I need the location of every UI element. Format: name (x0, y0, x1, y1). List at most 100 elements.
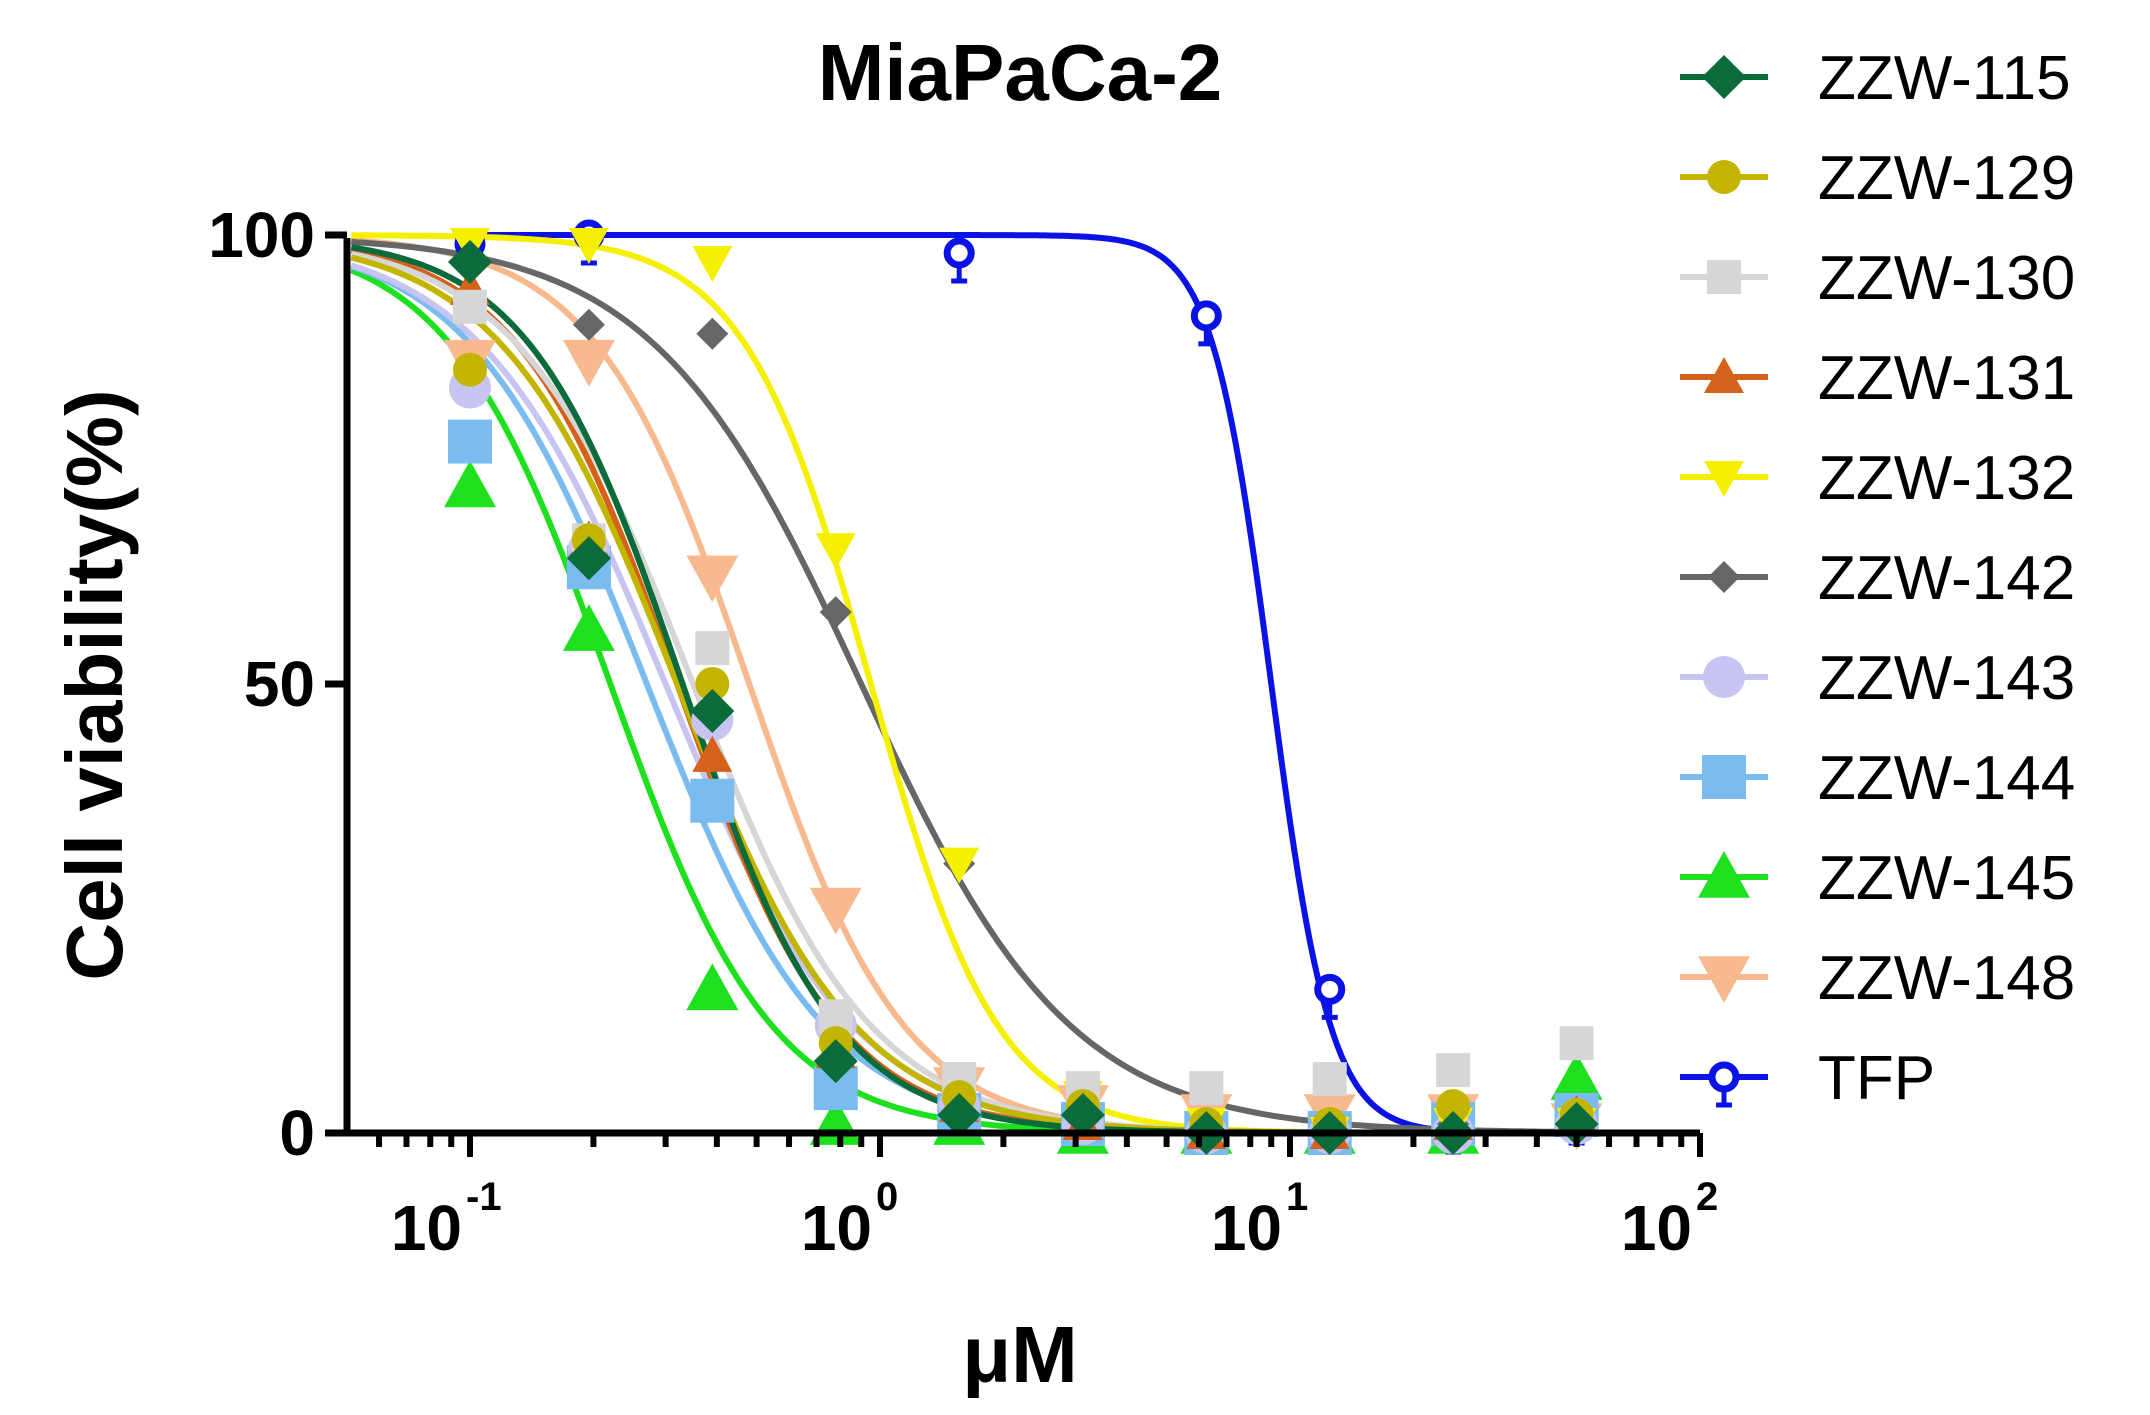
legend-item: ZZW-144 (1680, 744, 2075, 813)
x-tick-exponent: 2 (1696, 1175, 1718, 1219)
data-point-zzw-115 (690, 688, 735, 733)
x-tick-exponent: 0 (876, 1175, 898, 1219)
x-axis-label: μM (962, 1310, 1078, 1399)
y-axis-label: Cell viability(%) (50, 389, 139, 980)
y-tick-label: 0 (279, 1097, 315, 1169)
legend-label: TFP (1818, 1044, 1935, 1113)
data-point-zzw-115 (448, 239, 492, 284)
fit-curve-zzw-143 (350, 262, 1577, 1136)
legend-label: ZZW-144 (1818, 744, 2075, 813)
fit-curve-zzw-142 (351, 238, 1577, 1135)
data-point-zzw-145 (1550, 1053, 1603, 1100)
data-point-zzw-115 (937, 1093, 982, 1138)
data-point-tfp (1314, 973, 1346, 1020)
data-point-zzw-132 (568, 227, 609, 264)
data-point-zzw-148 (809, 887, 862, 935)
legend-item: TFP (1680, 1044, 1935, 1113)
data-point-zzw-130 (1312, 1062, 1347, 1097)
legend-marker (1703, 656, 1745, 698)
x-tick-exponent: -1 (466, 1175, 502, 1219)
data-point-zzw-145 (562, 604, 615, 651)
fit-curves (350, 232, 1577, 1136)
legend-label: ZZW-130 (1818, 244, 2075, 313)
data-point-zzw-132 (815, 533, 856, 570)
fit-curve-zzw-148 (351, 237, 1577, 1136)
fit-curve-zzw-129 (350, 254, 1577, 1136)
legend-label: ZZW-129 (1818, 144, 2075, 213)
data-points (444, 219, 1603, 1155)
data-point-zzw-132 (692, 245, 733, 282)
x-tick-label: 10 -1 (391, 1175, 502, 1264)
legend-marker (1708, 561, 1740, 593)
fit-curve-zzw-144 (350, 263, 1577, 1136)
legend-item: ZZW-145 (1680, 844, 2075, 913)
data-point-zzw-142 (819, 596, 852, 629)
y-ticks: 0 50 100 (208, 199, 347, 1169)
data-point-zzw-115 (1060, 1093, 1105, 1138)
data-point-zzw-130 (695, 631, 730, 666)
x-tick-label: 10 2 (1621, 1175, 1718, 1264)
legend-item: ZZW-148 (1680, 944, 2075, 1013)
x-tick-exponent: 1 (1286, 1175, 1308, 1219)
data-point-zzw-130 (1436, 1053, 1471, 1088)
y-tick-label: 100 (208, 199, 315, 271)
data-point-zzw-115 (566, 536, 611, 581)
legend-marker (1702, 755, 1746, 799)
data-point-tfp (943, 237, 975, 284)
x-tick-base: 10 (391, 1192, 462, 1264)
x-tick-base: 10 (1621, 1192, 1692, 1264)
data-point-tfp (1190, 300, 1222, 347)
data-point-zzw-142 (696, 317, 729, 350)
chart-title: MiaPaCa-2 (818, 28, 1223, 117)
data-point-zzw-142 (572, 308, 605, 341)
legend-marker (1698, 851, 1750, 898)
data-point-zzw-148 (686, 555, 739, 603)
legend-marker (1708, 1061, 1740, 1108)
legend-item: ZZW-143 (1680, 644, 2075, 713)
legend-item: ZZW-142 (1680, 544, 2075, 613)
data-point-zzw-130 (1559, 1026, 1594, 1061)
legend-marker (1702, 55, 1746, 99)
x-tick-label: 10 0 (801, 1175, 898, 1264)
legend-label: ZZW-148 (1818, 944, 2075, 1013)
legend-label: ZZW-145 (1818, 844, 2075, 913)
legend-item: ZZW-131 (1680, 344, 2075, 413)
legend-marker (1707, 260, 1741, 294)
data-point-zzw-145 (686, 963, 739, 1011)
data-point-zzw-132 (939, 847, 980, 884)
fit-curve-tfp (470, 232, 1486, 1136)
x-tick-label: 10 1 (1211, 1175, 1308, 1264)
data-point-zzw-144 (448, 419, 492, 464)
fit-curve-zzw-115 (350, 244, 1577, 1136)
legend-item: ZZW-129 (1680, 144, 2075, 213)
x-tick-base: 10 (801, 1192, 872, 1264)
legend-item: ZZW-115 (1680, 44, 2071, 113)
data-point-zzw-145 (444, 460, 496, 508)
data-point-zzw-130 (453, 289, 487, 324)
legend-marker (1698, 956, 1750, 1003)
legend-marker (1707, 160, 1741, 194)
data-point-zzw-131 (692, 735, 733, 772)
legend-label: ZZW-132 (1818, 444, 2075, 513)
legend-marker (1704, 461, 1744, 497)
data-point-zzw-115 (813, 1039, 858, 1084)
fit-curve-zzw-145 (350, 267, 1577, 1136)
data-point-zzw-129 (453, 352, 487, 387)
data-point-zzw-144 (690, 778, 735, 823)
legend-label: ZZW-131 (1818, 344, 2075, 413)
plot-area (350, 219, 1603, 1155)
legend-label: ZZW-142 (1818, 544, 2075, 613)
data-point-zzw-129 (1436, 1089, 1471, 1124)
legend-item: ZZW-130 (1680, 244, 2075, 313)
data-point-zzw-130 (1189, 1071, 1224, 1106)
legend: ZZW-115 ZZW-129 ZZW-130 ZZW-131 ZZW-132 ZZW-1… (1680, 44, 2075, 1113)
legend-marker (1704, 357, 1744, 393)
data-point-zzw-129 (695, 667, 730, 701)
data-point-zzw-148 (562, 339, 615, 387)
legend-item: ZZW-132 (1680, 444, 2075, 513)
legend-label: ZZW-115 (1818, 44, 2071, 113)
x-ticks: 10 -1 10 0 10 1 10 2 (376, 1133, 1718, 1264)
legend-label: ZZW-143 (1818, 644, 2075, 713)
